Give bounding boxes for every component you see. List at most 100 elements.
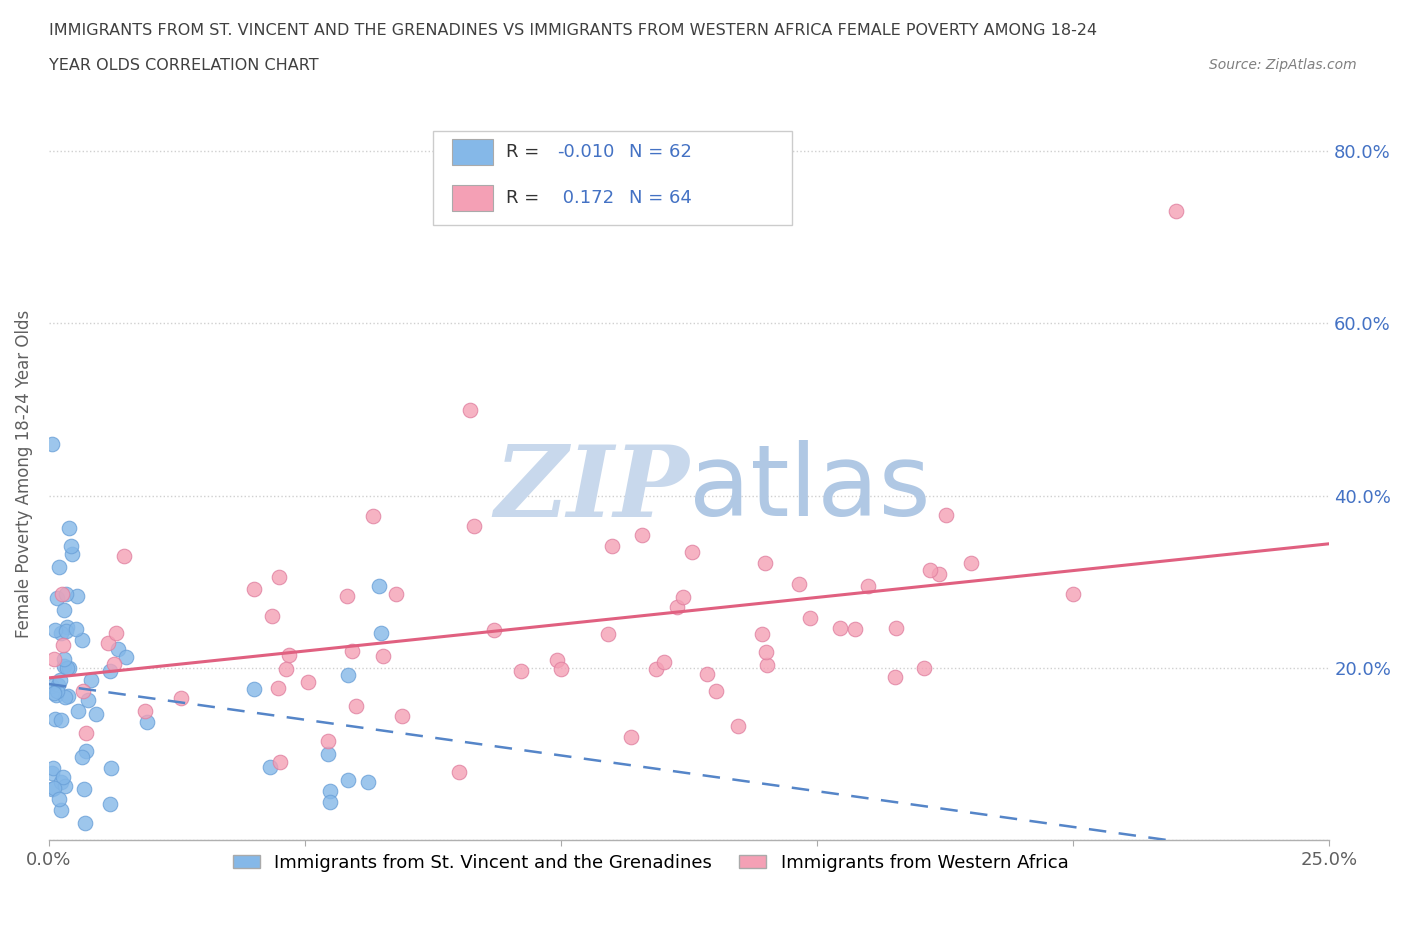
Point [70, 750, 93, 764]
Point [631, 527, 654, 542]
Point [41, 781, 63, 796]
Point [46, 591, 69, 605]
Point [46, 684, 69, 698]
Point [652, 655, 675, 670]
Point [55, 624, 77, 639]
Point [134, 703, 156, 718]
Point [45, 687, 67, 702]
Point [928, 566, 950, 581]
Point [114, 650, 136, 665]
Point [367, 578, 389, 593]
Point [49, 673, 72, 688]
Point [884, 620, 907, 635]
Point [666, 599, 689, 614]
Point [318, 784, 340, 799]
Point [844, 621, 866, 636]
Text: N = 62: N = 62 [628, 143, 692, 162]
Point [55, 587, 77, 602]
Point [46, 677, 69, 692]
Point [107, 642, 129, 657]
Point [75, 744, 97, 759]
Point [828, 620, 851, 635]
Point [755, 644, 778, 659]
Point [269, 569, 291, 584]
Point [243, 682, 266, 697]
Point [316, 747, 339, 762]
Point [59, 538, 82, 553]
Point [42, 652, 65, 667]
Point [41, 765, 63, 780]
Point [681, 545, 703, 560]
Point [602, 538, 624, 553]
Point [67, 704, 90, 719]
Point [53, 603, 76, 618]
Point [458, 402, 481, 417]
Point [344, 698, 367, 713]
Point [41, 761, 63, 776]
Point [598, 626, 620, 641]
Point [361, 509, 384, 524]
Point [274, 661, 297, 676]
Point [135, 715, 157, 730]
Point [385, 587, 408, 602]
FancyBboxPatch shape [453, 185, 494, 211]
Text: atlas: atlas [689, 440, 931, 538]
Point [672, 590, 695, 604]
Point [49, 803, 72, 817]
Point [103, 657, 125, 671]
Point [100, 761, 122, 776]
Point [278, 647, 301, 662]
Point [44, 711, 66, 726]
Point [704, 684, 727, 698]
Point [912, 660, 935, 675]
Point [260, 608, 283, 623]
Text: N = 64: N = 64 [628, 189, 692, 207]
Point [267, 681, 290, 696]
Text: R =: R = [506, 189, 546, 207]
Point [48, 560, 70, 575]
Point [884, 670, 907, 684]
Point [55, 660, 77, 675]
Point [41, 436, 63, 451]
Point [447, 764, 470, 779]
Point [243, 582, 266, 597]
Point [1164, 204, 1187, 219]
Point [48, 792, 70, 807]
Point [52, 769, 75, 784]
Point [754, 556, 776, 571]
Point [751, 627, 773, 642]
Point [52, 658, 75, 673]
Point [100, 664, 122, 679]
Point [105, 626, 128, 641]
Point [62, 547, 84, 562]
Point [73, 816, 96, 830]
Point [918, 563, 941, 578]
FancyBboxPatch shape [433, 131, 792, 225]
Point [319, 794, 342, 809]
FancyBboxPatch shape [453, 140, 494, 166]
Point [49, 712, 72, 727]
Text: YEAR OLDS CORRELATION CHART: YEAR OLDS CORRELATION CHART [49, 58, 319, 73]
Point [42, 686, 65, 701]
Point [97, 636, 120, 651]
Point [371, 648, 394, 663]
Text: -0.010: -0.010 [557, 143, 614, 162]
Point [727, 718, 749, 733]
Point [935, 508, 957, 523]
Point [1062, 587, 1084, 602]
Point [356, 775, 378, 790]
Point [336, 772, 359, 787]
Point [297, 674, 319, 689]
Point [75, 725, 97, 740]
Point [169, 690, 191, 705]
Point [370, 626, 392, 641]
Point [53, 778, 76, 793]
Point [336, 589, 359, 604]
Point [79, 672, 101, 687]
Text: 0.172: 0.172 [557, 189, 614, 207]
Point [53, 652, 76, 667]
Point [44, 622, 66, 637]
Point [66, 588, 89, 603]
Text: IMMIGRANTS FROM ST. VINCENT AND THE GRENADINES VS IMMIGRANTS FROM WESTERN AFRICA: IMMIGRANTS FROM ST. VINCENT AND THE GREN… [49, 23, 1097, 38]
Point [269, 754, 291, 769]
